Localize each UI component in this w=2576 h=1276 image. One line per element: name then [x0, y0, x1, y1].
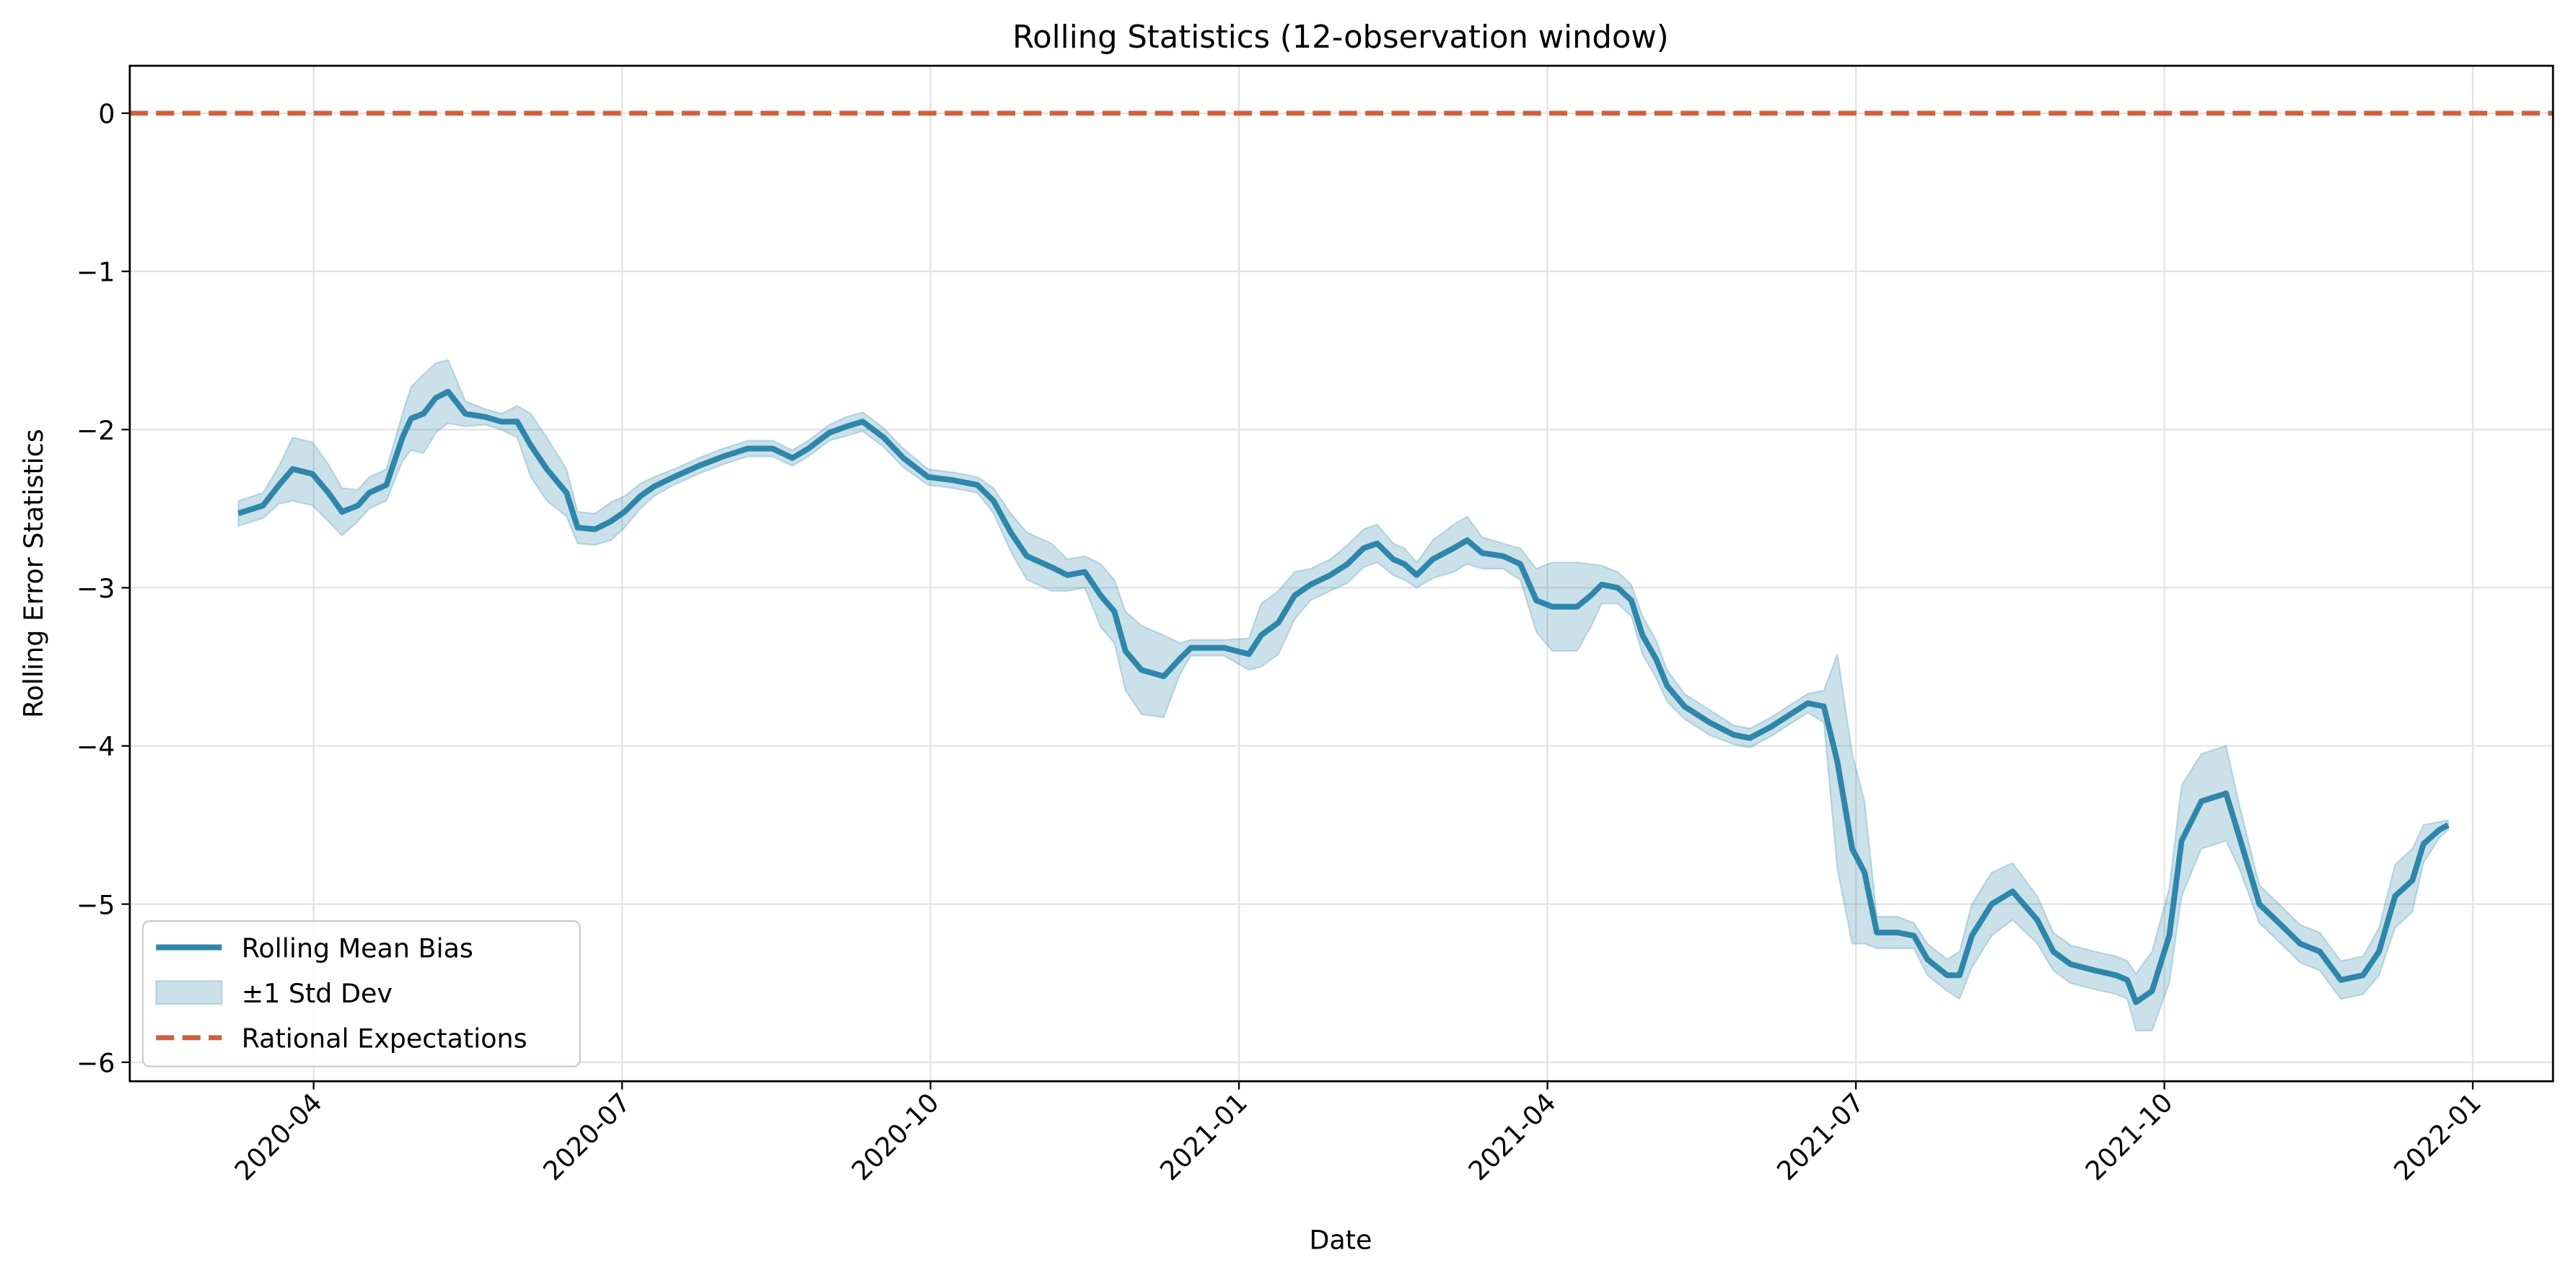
y-tick-label: −6 [76, 1048, 115, 1079]
y-tick-label: −3 [76, 573, 115, 604]
y-tick-label: −2 [76, 415, 115, 446]
legend-swatch [155, 980, 223, 1005]
y-tick-label: −5 [76, 889, 115, 920]
x-tick-label: 2021-04 [1463, 1087, 1562, 1187]
x-tick-label: 2021-10 [2080, 1087, 2179, 1187]
x-tick-label: 2022-01 [2388, 1087, 2487, 1187]
x-axis-label: Date [1309, 1224, 1372, 1255]
y-tick-label: −4 [76, 731, 115, 762]
x-tick-label: 2020-07 [537, 1087, 636, 1187]
legend-label: ±1 Std Dev [242, 978, 393, 1009]
legend-label: Rational Expectations [242, 1023, 527, 1054]
x-tick-label: 2021-07 [1771, 1087, 1870, 1187]
legend-box [141, 920, 581, 1067]
chart-title: Rolling Statistics (12-observation windo… [1012, 19, 1668, 56]
x-tick-label: 2021-01 [1154, 1087, 1253, 1187]
legend-label: Rolling Mean Bias [242, 932, 473, 963]
y-axis-label: Rolling Error Statistics [18, 429, 49, 718]
x-tick-label: 2020-04 [229, 1087, 328, 1187]
mean-line [237, 388, 2450, 1005]
x-tick-label: 2020-10 [846, 1087, 945, 1187]
y-tick-label: 0 [98, 99, 115, 130]
std-band [237, 359, 2449, 1032]
plot-frame [128, 64, 2554, 1083]
legend: Rolling Mean Bias ±1 Std Dev Rational Expe… [141, 920, 581, 1067]
y-tick-label: −1 [76, 257, 115, 288]
